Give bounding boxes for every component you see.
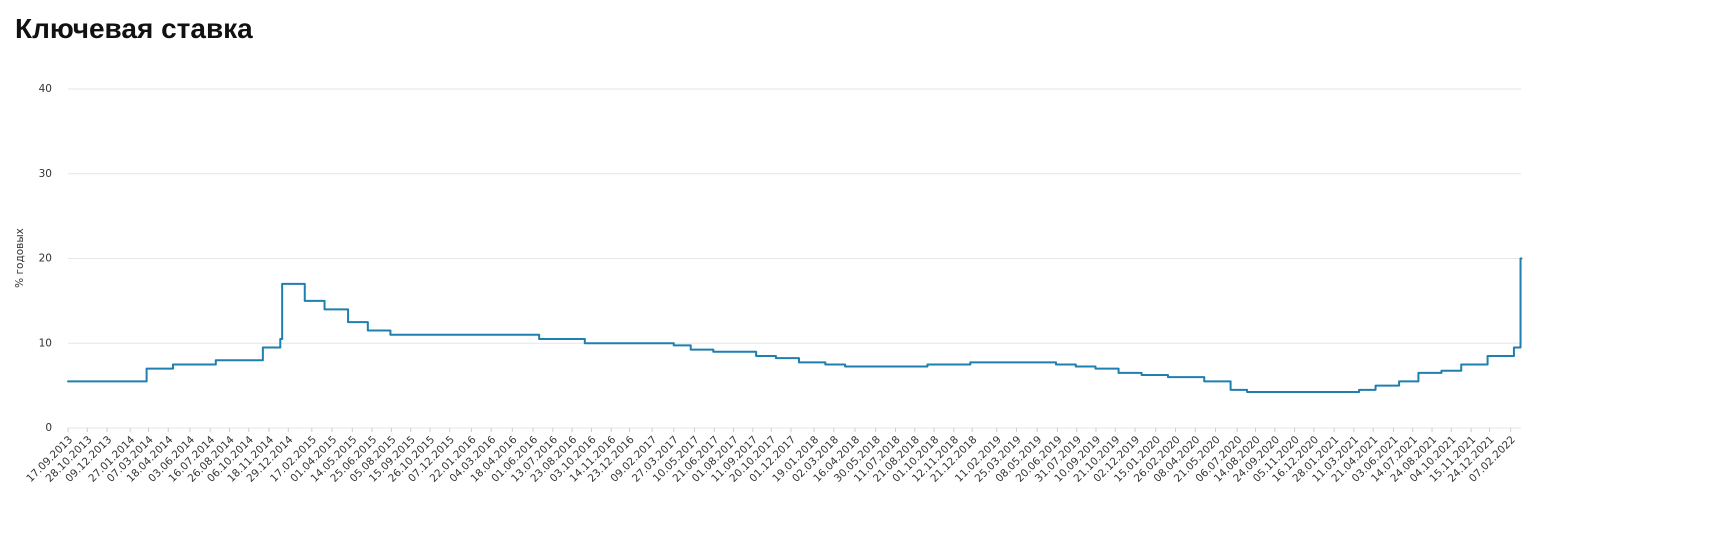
step-riser bbox=[145, 258, 1522, 392]
y-tick-label: 0 bbox=[45, 422, 52, 434]
y-tick-label: 10 bbox=[39, 337, 52, 349]
y-tick-label: 30 bbox=[39, 168, 52, 180]
y-tick-label: 40 bbox=[39, 83, 52, 95]
chart-title: Ключевая ставка bbox=[15, 13, 253, 44]
y-axis-label: % годовых bbox=[14, 228, 26, 288]
y-tick-label: 20 bbox=[39, 253, 52, 265]
